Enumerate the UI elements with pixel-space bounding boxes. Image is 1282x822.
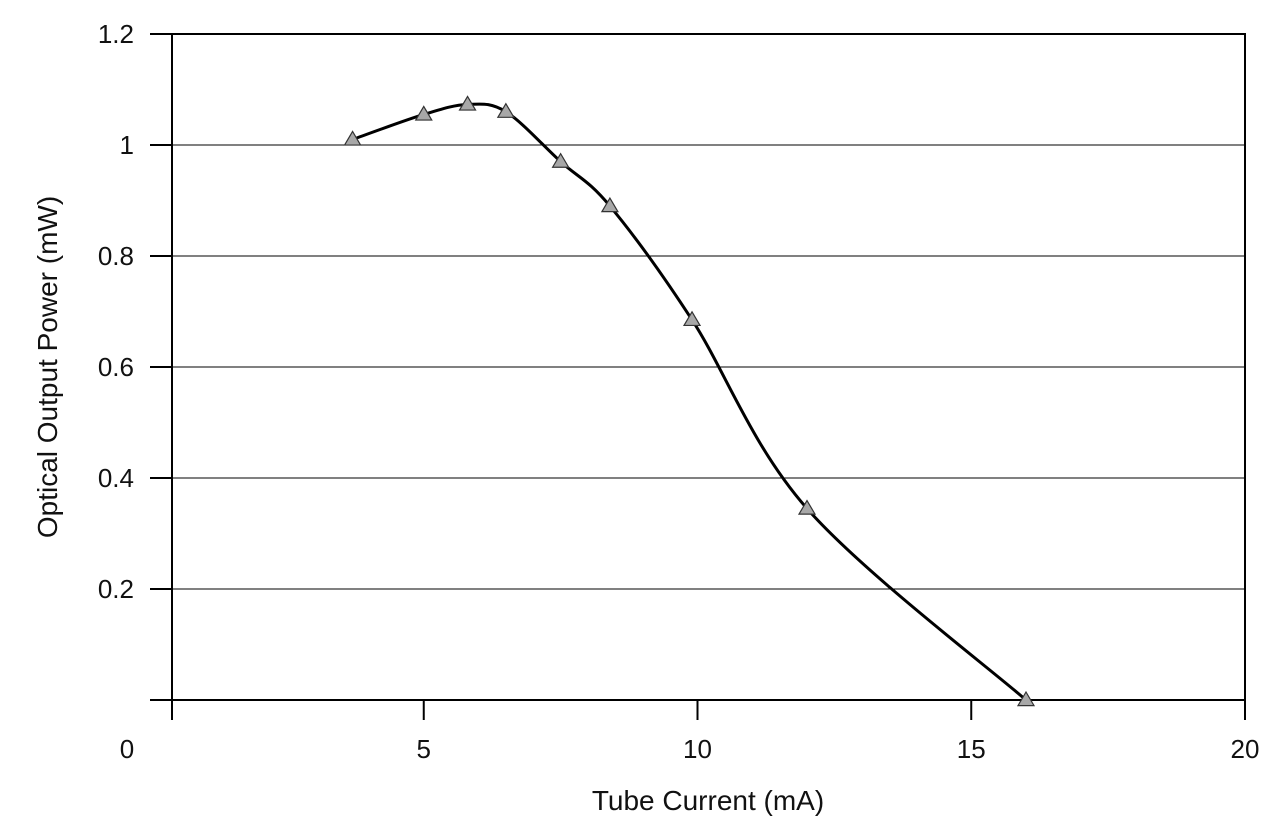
y-tick-label: 0.6 [98,352,134,382]
data-point-triangle [458,95,477,111]
x-tick-label: 10 [683,734,712,764]
axis-ticks [150,33,1246,720]
data-point-triangle [414,105,433,121]
tick-labels: 0.2 0.4 0.6 0.8 1 1.2 0 5 10 15 20 [98,19,1260,764]
data-point-triangle [496,102,515,118]
data-point-triangle [797,499,817,515]
series-markers [343,95,1036,707]
y-tick-label: 1 [120,130,134,160]
y-tick-label: 1.2 [98,19,134,49]
y-tick-label: 0.4 [98,463,134,493]
y-tick-label: 0.2 [98,574,134,604]
x-tick-label: 15 [957,734,986,764]
x-tick-label: 5 [417,734,431,764]
data-point-triangle [1016,690,1036,707]
y-axis-title: Optical Output Power (mW) [32,196,63,538]
series-line [352,102,1027,702]
data-point-triangle [682,310,702,327]
data-point-triangle [343,130,362,146]
gridlines [172,33,1245,590]
x-tick-label: 20 [1231,734,1260,764]
series-lines [352,102,1027,702]
data-point-triangle [551,152,570,168]
x-axis-title: Tube Current (mA) [592,785,824,816]
y-tick-label: 0.8 [98,241,134,271]
x-tick-label: 0 [120,734,134,764]
data-point-triangle [600,196,619,213]
